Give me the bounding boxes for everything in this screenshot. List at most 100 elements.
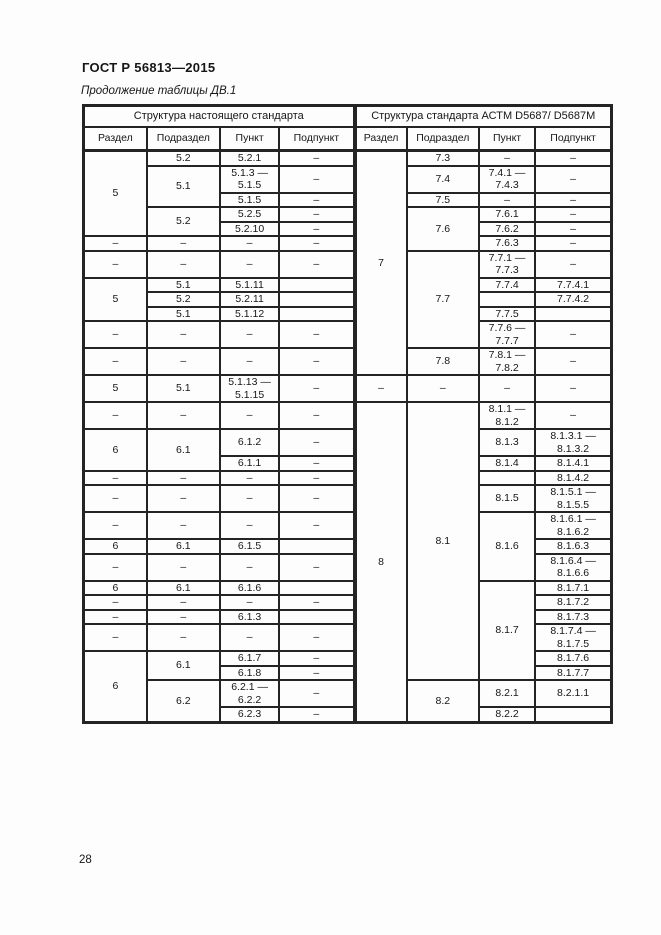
table-cell: 6.1.8: [218, 664, 281, 681]
table-cell: 5.1: [145, 164, 221, 208]
table-cell: [534, 305, 613, 322]
table-row: 6 6.1 6.1.2– 8.1.3 8.1.3.1 — 8.1.3.2: [82, 428, 613, 472]
table-cell: –: [534, 374, 613, 403]
table-row: – – – –8.1.6.4 — 8.1.6.6: [82, 552, 613, 582]
table-cell: –: [218, 235, 281, 252]
table-cell: –: [82, 552, 148, 582]
table-cell: 7.4.1 — 7.4.3: [477, 164, 537, 194]
table-row: 6 6.1 6.1.6 8.1.7 8.1.7.1: [82, 579, 613, 681]
table-cell: –: [278, 235, 356, 252]
table-cell: [477, 291, 537, 308]
table-cell: –: [82, 469, 148, 486]
table-cell: 8.1.7.7: [534, 664, 613, 681]
table-row: 6.2 6.2.1 — 6.2.2– 8.2 8.2.1 8.2.1.1: [84, 679, 613, 723]
table-cell: 6.1.7: [218, 650, 281, 667]
table-row: 5.1.5–7.5– –: [84, 191, 613, 208]
table-cell: –: [82, 347, 148, 376]
table-cell: 7.8: [405, 347, 480, 376]
table-cell: 5: [82, 149, 148, 237]
table-body: 5 5.2 5.2.1–7 7.3– –5.1 5.1.3 — 5.1.5–7.4 7.4.…: [82, 149, 613, 723]
table-cell: 5.1: [145, 276, 221, 293]
table-cell: 5.1: [145, 374, 221, 403]
table-cell: –: [145, 511, 221, 540]
table-row: – – – –7.7 7.7.1 — 7.7.3–: [82, 249, 613, 349]
table-cell: –: [278, 347, 356, 376]
table-row: – – – –8.1.7.4 — 8.1.7.5: [82, 623, 613, 652]
comparison-table: Структура настоящего стандарта Структура …: [82, 104, 613, 724]
table-cell: [477, 469, 537, 486]
table-cell: –: [534, 320, 613, 349]
table-cell: 5.2: [145, 291, 221, 308]
table-cell: 8.1.7.6: [534, 650, 613, 667]
table-cell: –: [82, 401, 148, 430]
section-header-row: Структура настоящего стандарта Структура …: [82, 104, 613, 128]
table-row: 6 6.1 6.1.5 8.1.6.3: [82, 538, 613, 555]
table-cell: –: [82, 235, 148, 252]
table-cell: –: [278, 249, 356, 279]
table-cell: 5.1.12: [218, 305, 281, 322]
table-row: – – – –8 8.1 8.1.1 — 8.1.2–: [82, 401, 613, 723]
table-row: 5.2 5.2.5–7.6 7.6.1–: [84, 206, 613, 252]
table-cell: 6.1.1: [218, 455, 281, 472]
table-cell: 6.1.2: [218, 428, 281, 457]
table-cell: –: [278, 484, 356, 513]
table-cell: 8.1.5: [477, 484, 537, 513]
table-cell: –: [278, 650, 356, 667]
table-row: 5.1 5.1.3 — 5.1.5–7.4 7.4.1 — 7.4.3–: [84, 164, 613, 208]
table-cell: –: [278, 706, 356, 723]
table-cell: 5: [82, 374, 148, 403]
table-cell: 7.6.2: [477, 220, 537, 237]
table-cell: 8.1.4: [477, 455, 537, 472]
table-row: – – – –7.8 7.8.1 — 7.8.2–: [82, 347, 613, 376]
table-cell: 8.2.1: [477, 679, 537, 708]
table-cell: 5.1.13 — 5.1.15: [218, 374, 281, 403]
table-cell: –: [218, 623, 281, 652]
table-row: 5 5.1 5.1.13 — 5.1.15– – – – –: [82, 374, 613, 403]
table-row: – – – –8.1.7.2: [82, 594, 613, 611]
table-cell: 8.1.1 — 8.1.2: [477, 401, 537, 430]
table-cell: 8: [352, 401, 408, 723]
table-cell: –: [82, 320, 148, 349]
table-cell: 8.1.7.2: [534, 594, 613, 611]
table-cell: 7.7.6 — 7.7.7: [477, 320, 537, 349]
table-row: – – – –8.1.5 8.1.5.1 — 8.1.5.5: [82, 484, 613, 513]
table-cell: –: [477, 374, 537, 403]
column-header: Подпункт: [278, 125, 356, 152]
table-cell: [278, 538, 356, 555]
table-cell: –: [82, 623, 148, 652]
column-header: Подпункт: [534, 125, 613, 152]
table-head: Структура настоящего стандарта Структура …: [82, 104, 613, 152]
table-cell: –: [278, 428, 356, 457]
table-cell: 5: [82, 276, 148, 322]
table-cell: –: [278, 679, 356, 708]
column-header: Раздел: [352, 125, 408, 152]
table-cell: 6.1.3: [218, 608, 281, 625]
table-cell: 5.1.5: [218, 191, 281, 208]
table-cell: 7.7.1 — 7.7.3: [477, 249, 537, 279]
section-header: Структура стандарта АСТМ D5687/ D5687M: [352, 104, 613, 128]
table-cell: 7.5: [405, 191, 480, 208]
table-cell: 7.7.5: [477, 305, 537, 322]
table-cell: –: [278, 664, 356, 681]
table-cell: [534, 706, 613, 723]
table-cell: –: [352, 374, 408, 403]
table-cell: –: [82, 608, 148, 625]
table-row: – – – –8.1.6 8.1.6.1 — 8.1.6.2: [82, 511, 613, 582]
table-cell: [278, 608, 356, 625]
table-cell: 6.1.6: [218, 579, 281, 596]
table-cell: 6: [82, 650, 148, 723]
table-cell: –: [278, 149, 356, 167]
table-cell: 8.1.7.1: [534, 579, 613, 596]
standard-code-heading: ГОСТ Р 56813—2015: [82, 60, 216, 75]
table-cell: –: [534, 401, 613, 430]
table-cell: –: [278, 594, 356, 611]
table-cell: –: [278, 455, 356, 472]
table-cell: 8.1.7.4 — 8.1.7.5: [534, 623, 613, 652]
table-cell: –: [278, 164, 356, 194]
table-cell: 6.1: [145, 538, 221, 555]
table-cell: 8.2: [405, 679, 480, 723]
table-cell: 8.1.6.4 — 8.1.6.6: [534, 552, 613, 582]
table-cell: 8.1.4.1: [534, 455, 613, 472]
table-cell: 6.1: [145, 428, 221, 472]
